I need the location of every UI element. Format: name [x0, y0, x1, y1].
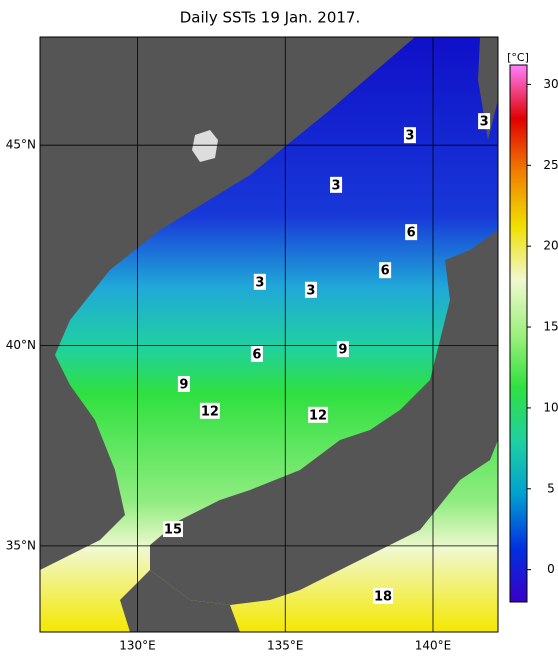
contour-label: 6	[252, 347, 261, 362]
contour-label: 3	[480, 115, 489, 130]
colorbar-tick-label: 20	[543, 239, 558, 253]
japan	[150, 230, 498, 632]
x-tick-label: 130°E	[119, 639, 156, 653]
contour-label-box	[336, 341, 349, 358]
island	[192, 130, 218, 162]
map	[40, 37, 498, 632]
colorbar-tick-label: 30	[543, 77, 558, 91]
y-tick-label: 35°N	[6, 538, 36, 552]
contour-label: 3	[306, 283, 315, 298]
contour-label-box	[250, 345, 263, 362]
contour-label: 12	[309, 408, 327, 423]
colorbar-tick-label: 25	[543, 158, 558, 172]
y-tick-label: 45°N	[6, 138, 36, 152]
contour-label-box	[304, 281, 317, 298]
contour-label: 3	[332, 178, 341, 193]
title: Daily SSTs 19 Jan. 2017.	[180, 9, 360, 27]
map-frame	[39, 36, 499, 633]
contour-label-box	[330, 176, 343, 193]
x-tick-label: 135°E	[267, 639, 304, 653]
japan-south	[120, 570, 240, 632]
contour-label: 18	[374, 589, 392, 604]
contour-label-box	[308, 406, 329, 423]
colorbar-tick-label: 10	[543, 400, 558, 414]
y-tick-label: 40°N	[6, 338, 36, 352]
contour-label-box	[162, 521, 183, 538]
contour-label-box	[199, 402, 220, 419]
contour-label: 12	[201, 404, 219, 419]
contour-label: 6	[407, 226, 416, 241]
colorbar-tick-label: 15	[543, 320, 558, 334]
contour-label: 6	[381, 264, 390, 279]
colorbar-tick-label: 0	[547, 562, 555, 576]
contour-label-box	[478, 113, 491, 130]
contour-label-box	[373, 587, 394, 604]
colorbar	[509, 64, 528, 603]
contour-label-box	[405, 224, 418, 241]
colorbar-unit: [°C]	[507, 51, 529, 64]
contour-label-box	[177, 375, 190, 392]
sakhalin	[478, 37, 498, 140]
x-tick-label: 140°E	[415, 639, 452, 653]
contour-label-box	[403, 127, 416, 144]
contour-label: 9	[179, 377, 188, 392]
contour-label: 9	[338, 343, 347, 358]
contour-label: 3	[255, 275, 264, 290]
colorbar-tick-label: 5	[547, 481, 555, 495]
contour-label-box	[379, 262, 392, 279]
contour-label: 3	[405, 129, 414, 144]
contour-label-box	[253, 273, 266, 290]
contour-label: 15	[164, 523, 182, 538]
